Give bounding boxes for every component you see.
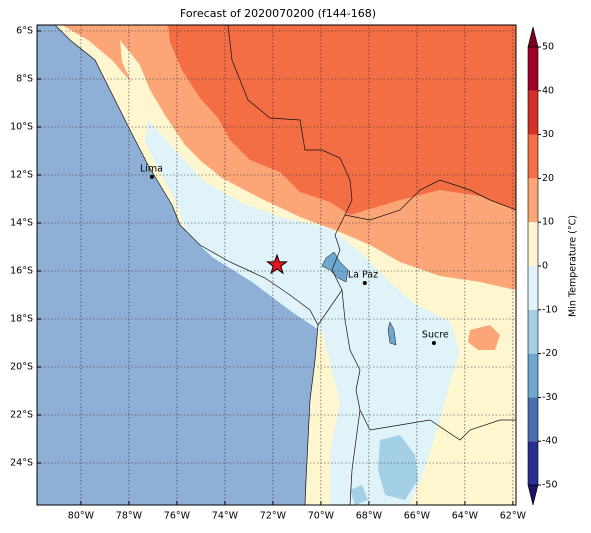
colorbar-band [528,309,538,354]
contour-minus10-0 [145,120,460,505]
contour-20-30 [168,25,516,215]
colorbar-tick-label: -10 [542,304,558,315]
x-tick-label: 72°W [260,511,287,522]
colorbar-band [528,178,538,223]
frame [36,24,517,506]
colorbar-label: Min Temperature (°C) [568,215,579,317]
colorbar-band [528,353,538,398]
city-marker [431,341,436,345]
x-tick-label: 70°W [308,511,335,522]
colorbar-band [528,266,538,310]
colorbar-band [528,134,538,179]
y-tick-label: 16°S [10,266,33,277]
colorbar-tick-label: 10 [542,217,554,228]
y-tick-label: 6°S [16,26,33,37]
colorbar-tick-label: -50 [542,480,558,491]
map-area [37,25,516,505]
contour-minus20-minus10 [378,435,418,500]
x-tick-label: 66°W [404,511,431,522]
lake-poopo [387,321,397,346]
border-chile-argentina [349,409,361,505]
y-tick-label: 24°S [10,458,33,469]
colorbar-tick-label: 20 [542,173,554,184]
x-tick-label: 64°W [452,511,479,522]
border-bolivia-chile [341,289,516,441]
colorbar-tick-label: -30 [542,392,558,403]
colorbar-band [528,90,538,135]
city-label: La Paz [348,270,378,281]
contour-0-10-strip [120,40,200,170]
colorbar-band [528,397,538,442]
colorbar-tick-label: 40 [542,85,554,96]
x-tick-label: 76°W [164,511,191,522]
border-peru-bolivia [317,214,346,326]
title: Forecast of 2020070200 (f144-168) [180,7,376,20]
y-tick-label: 10°S [10,122,33,133]
colorbar-tick-label: 30 [542,129,554,140]
colorbar: -50 -40 -30 -20 -10 0 10 20 30 40 50 [527,26,558,506]
city-label: Sucre [422,330,449,341]
x-tick-label: 62°W [500,511,527,522]
y-tick-label: 22°S [10,410,33,421]
y-tick-label: 12°S [10,170,33,181]
graticule [37,25,516,505]
colorbar-tick-label: 0 [542,261,548,272]
border-bolivia-brazil [344,179,516,221]
x-tick-label: 80°W [68,511,95,522]
y-tick-label: 8°S [16,74,33,85]
y-tick-label: 18°S [10,314,33,325]
colorbar-over [527,26,539,48]
city-marker [362,281,367,285]
city-marker [149,174,154,179]
colorbar-band [528,222,538,266]
colorbar-band [528,47,538,91]
colorbar-tick-label: 50 [542,42,554,53]
colorbar-tick-label: -40 [542,436,558,447]
star-marker [266,253,288,275]
coastline [54,25,319,505]
contour-10-20-blob [468,325,500,350]
x-tick-label: 78°W [116,511,143,522]
colorbar-band [528,441,538,485]
city-label: Lima [140,163,163,174]
border-peru-brazil [227,25,353,216]
lake-titicaca [321,251,349,283]
y-tick-label: 20°S [10,362,33,373]
y-tick-label: 14°S [10,218,33,229]
colorbar-under [527,484,539,506]
x-tick-label: 74°W [212,511,239,522]
contour-minus20-minus10-spot [350,485,368,505]
x-tick-label: 68°W [356,511,383,522]
colorbar-tick-label: -20 [542,348,558,359]
